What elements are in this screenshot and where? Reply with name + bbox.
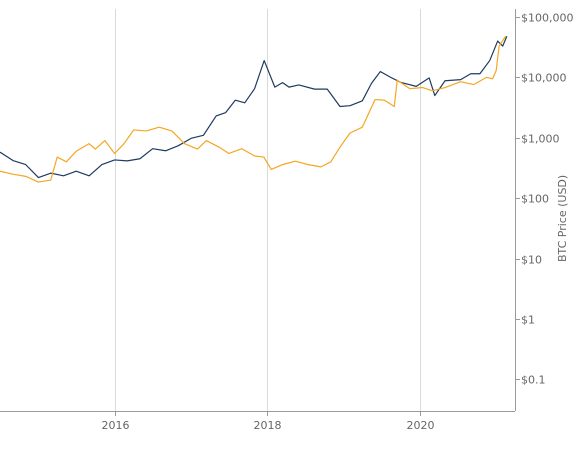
x-tick-label: 2020 bbox=[407, 419, 435, 432]
x-tick-label: 2016 bbox=[102, 419, 130, 432]
y-tick-label: $0.1 bbox=[521, 374, 546, 387]
y-tick-label: $100 bbox=[521, 193, 549, 206]
y-axis-ticks: $100,000 $10,000 $1,000 $100 $10 $1 $0.1 bbox=[515, 12, 574, 387]
series-line-2 bbox=[0, 35, 507, 183]
y-tick-label: $10,000 bbox=[521, 72, 567, 85]
series-line-1 bbox=[0, 36, 508, 179]
x-axis-ticks: 2016 2018 2020 bbox=[102, 411, 435, 432]
series-layer bbox=[0, 35, 508, 183]
vertical-gridlines bbox=[115, 9, 421, 411]
y-tick-label: $1 bbox=[521, 314, 535, 327]
y-tick-label: $1,000 bbox=[521, 133, 560, 146]
y-tick-label: $100,000 bbox=[521, 12, 574, 25]
y-tick-label: $10 bbox=[521, 254, 542, 267]
x-tick-label: 2018 bbox=[254, 419, 282, 432]
y-axis-title: BTC Price (USD) bbox=[556, 175, 569, 262]
